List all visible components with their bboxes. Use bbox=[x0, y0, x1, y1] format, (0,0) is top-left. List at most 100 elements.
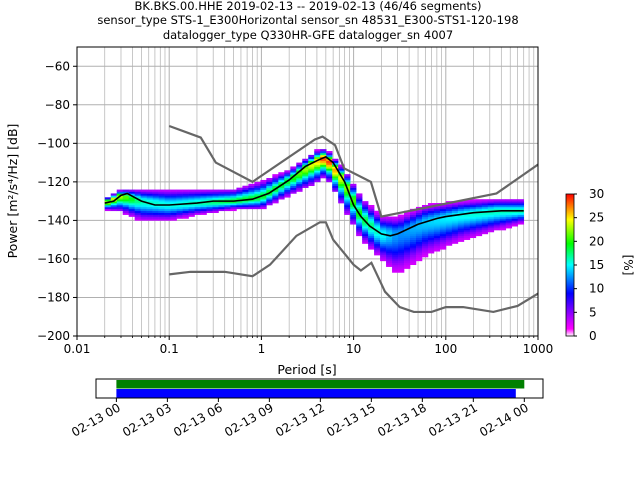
psd-density-cell bbox=[457, 239, 465, 242]
psd-density-cell bbox=[266, 193, 273, 196]
psd-density-cell bbox=[439, 212, 447, 215]
psd-density-cell bbox=[463, 228, 471, 231]
psd-density-cell bbox=[374, 228, 381, 231]
psd-density-cell bbox=[278, 179, 285, 183]
psd-density-cell bbox=[469, 233, 477, 237]
psd-density-cell bbox=[469, 222, 477, 225]
psd-density-cell bbox=[188, 210, 195, 213]
psd-density-cell bbox=[415, 233, 423, 237]
psd-density-cell bbox=[362, 201, 369, 204]
colorbar-tick-label: 0 bbox=[589, 329, 597, 343]
psd-density-cell bbox=[350, 185, 357, 188]
psd-density-cell bbox=[206, 210, 213, 213]
psd-density-cell bbox=[457, 220, 465, 223]
psd-density-cell bbox=[362, 235, 369, 239]
psd-density-cell bbox=[338, 197, 345, 200]
psd-density-cell bbox=[517, 220, 525, 223]
psd-density-cell bbox=[290, 181, 297, 185]
psd-density-cell bbox=[278, 176, 285, 179]
psd-density-cell bbox=[116, 204, 124, 208]
psd-density-cell bbox=[152, 214, 159, 217]
psd-density-cell bbox=[398, 214, 405, 217]
psd-density-cell bbox=[487, 230, 495, 233]
psd-density-cell bbox=[200, 206, 207, 210]
psd-density-cell bbox=[296, 185, 303, 188]
psd-density-cell bbox=[260, 183, 267, 187]
psd-density-cell bbox=[302, 166, 309, 169]
psd-density-cell bbox=[338, 191, 345, 194]
psd-density-cell bbox=[404, 237, 411, 240]
psd-density-cell bbox=[230, 199, 237, 202]
psd-density-cell bbox=[427, 230, 435, 233]
psd-density-cell bbox=[511, 224, 519, 227]
psd-density-cell bbox=[302, 170, 309, 173]
psd-density-cell bbox=[451, 230, 459, 233]
psd-density-cell bbox=[164, 203, 171, 206]
psd-density-cell bbox=[326, 176, 333, 179]
psd-density-cell bbox=[505, 216, 513, 219]
psd-density-cell bbox=[398, 264, 405, 267]
psd-density-cell bbox=[302, 168, 309, 171]
psd-density-cell bbox=[380, 222, 387, 225]
psd-density-cell bbox=[350, 218, 357, 221]
psd-density-cell bbox=[260, 179, 267, 183]
title-line-1: BK.BKS.00.HHE 2019-02-13 -- 2019-02-13 (… bbox=[134, 0, 481, 13]
psd-density-cell bbox=[182, 210, 189, 213]
time-tick-label: 02-13 03 bbox=[120, 400, 174, 439]
psd-density-cell bbox=[332, 189, 339, 192]
psd-density-cell bbox=[463, 233, 471, 237]
psd-density-cell bbox=[164, 199, 171, 202]
psd-density-cell bbox=[200, 203, 207, 206]
psd-density-cell bbox=[284, 187, 291, 190]
psd-density-cell bbox=[230, 197, 237, 200]
psd-density-cell bbox=[128, 206, 135, 210]
psd-density-cell bbox=[398, 270, 405, 273]
psd-density-cell bbox=[356, 204, 363, 208]
psd-density-cell bbox=[308, 158, 315, 161]
psd-density-cell bbox=[134, 216, 141, 219]
psd-density-cell bbox=[182, 189, 189, 192]
psd-density-cell bbox=[254, 181, 261, 185]
psd-density-cell bbox=[415, 231, 423, 235]
psd-density-cell bbox=[404, 220, 411, 223]
psd-density-cell bbox=[194, 199, 201, 202]
psd-density-cell bbox=[392, 216, 399, 219]
psd-density-cell bbox=[128, 201, 135, 204]
psd-density-cell bbox=[481, 214, 489, 217]
psd-density-cell bbox=[356, 228, 363, 231]
psd-density-cell bbox=[182, 195, 189, 198]
psd-density-cell bbox=[463, 206, 471, 210]
psd-density-cell bbox=[368, 224, 375, 227]
psd-density-cell bbox=[230, 201, 237, 204]
psd-density-cell bbox=[164, 191, 171, 194]
noise-model-lines bbox=[168, 124, 538, 314]
psd-density-cell bbox=[350, 210, 357, 213]
psd-density-cell bbox=[272, 191, 279, 194]
psd-density-cell bbox=[398, 258, 405, 262]
colorbar-tick-label: 20 bbox=[589, 234, 604, 248]
psd-density-cell bbox=[146, 214, 153, 217]
psd-density-cell bbox=[368, 231, 375, 235]
psd-density-cell bbox=[433, 231, 441, 235]
psd-density-cell bbox=[308, 164, 315, 167]
coverage-segments bbox=[116, 380, 525, 398]
psd-density-cell bbox=[469, 206, 477, 210]
psd-density-cell bbox=[266, 195, 273, 198]
psd-density-cell bbox=[332, 183, 339, 187]
psd-density-cell bbox=[290, 168, 297, 171]
psd-density-cell bbox=[200, 210, 207, 213]
psd-density-cell bbox=[463, 201, 471, 204]
psd-density-cell bbox=[433, 210, 441, 213]
psd-density-cell bbox=[176, 195, 183, 198]
psd-density-cell bbox=[230, 193, 237, 196]
psd-density-cell bbox=[110, 201, 118, 204]
psd-density-cell bbox=[505, 224, 513, 227]
psd-density-cell bbox=[386, 228, 393, 231]
psd-density-cell bbox=[272, 189, 279, 192]
psd-density-cell bbox=[457, 208, 465, 212]
psd-density-cell bbox=[439, 224, 447, 227]
psd-density-cell bbox=[457, 218, 465, 221]
psd-density-cell bbox=[445, 237, 453, 240]
colorbar-ticks: 0 5 10 15 20 25 30 bbox=[574, 187, 604, 343]
